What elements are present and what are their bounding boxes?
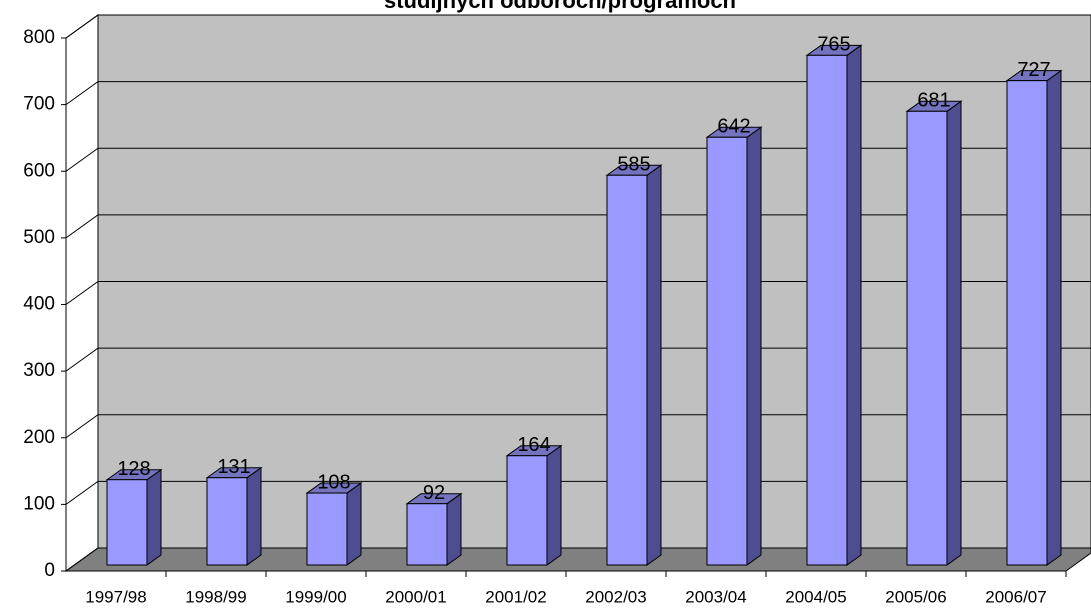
x-tick-label: 2006/07 <box>985 587 1046 606</box>
bar <box>906 110 948 566</box>
bar-side <box>446 492 462 566</box>
bar <box>1006 80 1048 566</box>
data-label: 164 <box>517 434 550 456</box>
x-tick-label: 2000/01 <box>385 587 446 606</box>
bar <box>606 174 648 566</box>
data-label: 765 <box>817 34 850 56</box>
bar-side <box>246 466 262 566</box>
data-label: 727 <box>1017 59 1050 81</box>
y-tick-label: 300 <box>23 360 55 381</box>
grid-line <box>65 81 1091 106</box>
y-tick-label: 200 <box>23 427 55 448</box>
data-label: 92 <box>423 482 445 504</box>
bar <box>806 54 848 566</box>
bar <box>206 477 248 566</box>
bar <box>406 503 448 566</box>
data-label: 681 <box>917 90 950 112</box>
bar-side <box>146 468 162 566</box>
y-tick-label: 800 <box>23 27 55 48</box>
x-tick-label: 2002/03 <box>585 587 646 606</box>
data-label: 128 <box>117 458 150 480</box>
bar <box>706 136 748 566</box>
data-label: 131 <box>217 456 250 478</box>
x-tick-label: 1997/98 <box>85 587 146 606</box>
bar-side <box>346 482 362 566</box>
data-label: 585 <box>617 154 650 176</box>
bar-side <box>546 444 562 566</box>
x-tick-label: 2003/04 <box>685 587 746 606</box>
x-tick-label: 2001/02 <box>485 587 546 606</box>
bar-side <box>1046 69 1062 566</box>
bar <box>506 455 548 566</box>
data-label: 642 <box>717 116 750 138</box>
bar-side <box>746 126 762 566</box>
y-tick-label: 500 <box>23 227 55 248</box>
y-tick-label: 100 <box>23 493 55 514</box>
bar <box>306 492 348 566</box>
x-tick-label: 2005/06 <box>885 587 946 606</box>
bar <box>106 479 148 566</box>
y-tick-label: 700 <box>23 94 55 115</box>
bar-side <box>646 164 662 566</box>
y-tick-label: 400 <box>23 294 55 315</box>
bars: 128 131 108 92 164 585 642 765 681 727 <box>105 34 1063 566</box>
grid-line <box>65 14 1091 39</box>
bar-side <box>946 100 962 566</box>
x-tick-label: 2004/05 <box>785 587 846 606</box>
y-tick-label: 0 <box>44 560 55 581</box>
data-label: 108 <box>317 471 350 493</box>
x-tick-label: 1999/00 <box>285 587 346 606</box>
bar-side <box>846 44 862 566</box>
chart-title: studijnych odboroch/programoch <box>384 0 736 13</box>
x-tick-label: 1998/99 <box>185 587 246 606</box>
y-tick-label: 600 <box>23 160 55 181</box>
